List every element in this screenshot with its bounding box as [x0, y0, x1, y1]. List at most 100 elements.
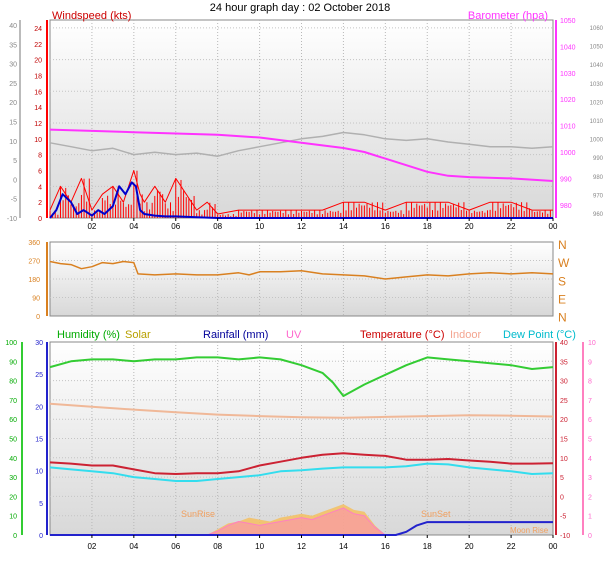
windspeed-line [49, 170, 553, 215]
uv-tick: 7 [588, 398, 592, 405]
climate-x-tick: 00 [549, 542, 558, 551]
humidity-label: Humidity (%) [57, 329, 120, 341]
dewpoint-label: Dew Point (°C) [503, 329, 576, 341]
solar-area [207, 504, 386, 535]
uv-tick: 8 [588, 379, 592, 386]
gray-series-line [49, 131, 554, 157]
barometer-tick: 1040 [560, 44, 576, 51]
windspeed-tick: 0 [38, 216, 42, 223]
barometer-outer-tick: 1020 [590, 100, 604, 106]
temperature-tick: -10 [560, 533, 570, 540]
compass-tick: S [558, 274, 566, 288]
windspeed-tick: 24 [34, 26, 42, 33]
barometer-outer-tick: 960 [593, 212, 604, 218]
barometer-outer-tick: 1060 [590, 26, 604, 32]
uv-tick: 1 [588, 514, 592, 521]
wind-outer-left-tick: -10 [7, 216, 17, 223]
climate-x-tick: 10 [255, 542, 264, 551]
climate-x-tick: 06 [171, 542, 180, 551]
avg-wind-line [49, 181, 553, 219]
rainfall-tick: 25 [35, 372, 43, 379]
humidity-tick: 30 [9, 475, 17, 482]
temperature-tick: 0 [560, 494, 564, 501]
rainfall-tick: 20 [35, 404, 43, 411]
barometer-outer-tick: 1000 [590, 138, 604, 144]
rainfall-tick: 15 [35, 437, 43, 444]
wind-x-tick: 12 [297, 222, 306, 231]
sunset-annotation: SunSet [421, 509, 451, 519]
temperature-tick: 15 [560, 437, 568, 444]
rainfall-label: Rainfall (mm) [203, 329, 268, 341]
indoor-line [49, 402, 554, 419]
windspeed-tick: 14 [34, 105, 42, 112]
temperature-tick: 35 [560, 359, 568, 366]
wind-outer-left-tick: 15 [9, 120, 17, 127]
compass-tick: N [558, 311, 567, 325]
climate-x-tick: 14 [339, 542, 348, 551]
humidity-line [49, 356, 554, 397]
barometer-line [49, 128, 554, 182]
barometer-outer-tick: 1050 [590, 45, 604, 51]
uv-tick: 10 [588, 340, 596, 347]
wind-x-tick: 00 [549, 222, 558, 231]
humidity-tick: 50 [9, 437, 17, 444]
barometer-outer-tick: 1030 [590, 82, 604, 88]
barometer-tick: 1050 [560, 18, 576, 25]
temperature-tick: 20 [560, 417, 568, 424]
humidity-tick: 80 [9, 379, 17, 386]
humidity-tick: 10 [9, 514, 17, 521]
wind-x-tick: 14 [339, 222, 348, 231]
humidity-tick: 100 [5, 340, 17, 347]
windspeed-tick: 8 [38, 153, 42, 160]
temperature-tick: 30 [560, 379, 568, 386]
barometer-tick: 1030 [560, 71, 576, 78]
climate-x-tick: 18 [423, 542, 432, 551]
climate-x-tick: 20 [465, 542, 474, 551]
direction-tick: 360 [28, 240, 40, 247]
temperature-tick: 25 [560, 398, 568, 405]
barometer-outer-tick: 980 [593, 175, 604, 181]
uv-tick: 5 [588, 437, 592, 444]
wind-x-tick: 18 [423, 222, 432, 231]
barometer-tick: 1020 [560, 97, 576, 104]
windspeed-tick: 6 [38, 168, 42, 175]
wind-x-tick: 04 [129, 222, 138, 231]
barometer-tick: 1000 [560, 150, 576, 157]
windspeed-tick: 2 [38, 200, 42, 207]
climate-x-tick: 22 [507, 542, 516, 551]
indoor-label: Indoor [450, 329, 482, 341]
windspeed-tick: 4 [38, 184, 42, 191]
uv-tick: 9 [588, 359, 592, 366]
compass-tick: E [558, 292, 566, 306]
uv-line [207, 507, 386, 536]
barometer-outer-tick: 990 [593, 156, 604, 162]
wind-outer-left-tick: 20 [9, 100, 17, 107]
wind-x-tick: 06 [171, 222, 180, 231]
direction-tick: 90 [32, 296, 40, 303]
temperature-tick: -5 [560, 514, 566, 521]
climate-x-tick: 02 [87, 542, 96, 551]
wind-outer-left-tick: -5 [11, 197, 17, 204]
uv-label: UV [286, 329, 302, 341]
wind-outer-left-tick: 30 [9, 62, 17, 69]
barometer-outer-tick: 970 [593, 193, 604, 199]
humidity-tick: 40 [9, 456, 17, 463]
humidity-tick: 0 [13, 533, 17, 540]
wind-x-tick: 08 [213, 222, 222, 231]
temperature-line [49, 452, 554, 475]
rainfall-tick: 30 [35, 340, 43, 347]
uv-tick: 2 [588, 494, 592, 501]
rainfall-tick: 5 [39, 501, 43, 508]
wind-x-tick: 20 [465, 222, 474, 231]
uv-area [207, 508, 386, 535]
climate-x-tick: 04 [129, 542, 138, 551]
temperature-label: Temperature (°C) [360, 329, 444, 341]
wind-direction-line [49, 260, 554, 280]
wind-outer-left-tick: 35 [9, 42, 17, 49]
climate-x-tick: 16 [381, 542, 390, 551]
wind-x-tick: 22 [507, 222, 516, 231]
wind-outer-left-tick: 5 [13, 158, 17, 165]
barometer-tick: 990 [560, 176, 572, 183]
wind-outer-left-tick: 0 [13, 177, 17, 184]
